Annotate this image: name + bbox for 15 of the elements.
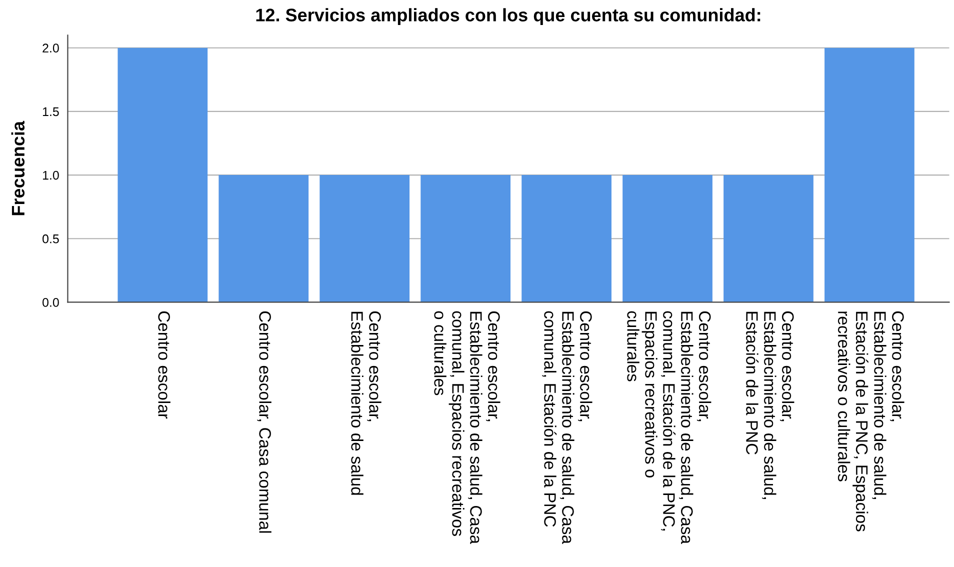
- y-axis-title: Frecuencia: [11, 120, 25, 216]
- x-tick-label: Centro escolar, Establecimiento de salud, Casa comunal, Espacios recreativos o culturales: [434, 311, 500, 544]
- x-tick-label: Centro escolar, Establecimiento de salud: [351, 311, 382, 495]
- x-tick-label: Centro escolar, Casa comunal: [257, 311, 272, 533]
- x-tick-label: Centro escolar: [158, 311, 170, 419]
- y-tick-label: 0.5: [42, 234, 59, 244]
- x-tick-label: Centro escolar, Establecimiento de salud, Estación de la PNC: [746, 311, 794, 499]
- x-tick-label: Centro escolar, Establecimiento de salud, Casa comunal, Estación de la PNC, Espacios recreativos o culturales: [627, 311, 712, 544]
- y-tick-label: 1.5: [42, 107, 59, 116]
- y-tick-label: 0.0: [42, 298, 59, 307]
- y-tick-label: 2.0: [42, 44, 59, 53]
- x-tick-label: Centro escolar, Establecimiento de salud, Estación de la PNC, Espacios recreativos o culturales: [838, 311, 904, 532]
- y-tick-label: 1.0: [42, 170, 59, 180]
- x-tick-label: Centro escolar, Establecimiento de salud, Casa comunal, Estación de la PNC: [542, 311, 592, 544]
- chart-title: 12. Servicios ampliados con los que cuenta su comunidad:: [256, 8, 760, 26]
